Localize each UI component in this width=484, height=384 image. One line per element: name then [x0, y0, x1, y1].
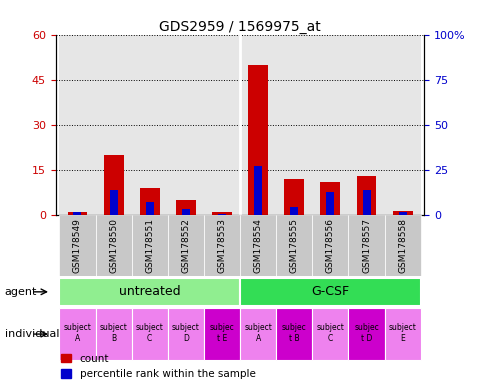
Bar [146, 202, 153, 215]
Bar [276, 308, 312, 360]
Bar [59, 278, 240, 306]
Bar [218, 214, 226, 215]
Bar [167, 308, 203, 360]
Text: GSM178551: GSM178551 [145, 218, 154, 273]
Bar [95, 35, 131, 215]
Text: subject
A: subject A [244, 323, 272, 343]
Bar [312, 308, 348, 360]
Bar [240, 215, 276, 276]
Bar [131, 308, 167, 360]
Text: subject
C: subject C [136, 323, 163, 343]
Bar [203, 308, 240, 360]
Text: GSM178556: GSM178556 [325, 218, 334, 273]
Bar [74, 212, 81, 215]
Bar [59, 308, 95, 360]
Bar [348, 308, 384, 360]
Text: subjec
t D: subjec t D [353, 323, 378, 343]
Bar [384, 215, 420, 276]
Text: GSM178553: GSM178553 [217, 218, 226, 273]
Bar [203, 215, 240, 276]
Bar [276, 215, 312, 276]
Bar [254, 166, 261, 215]
Text: subject
E: subject E [388, 323, 416, 343]
Bar [312, 215, 348, 276]
Text: subject
A: subject A [63, 323, 91, 343]
Text: subject
B: subject B [99, 323, 127, 343]
Text: GSM178552: GSM178552 [181, 218, 190, 273]
Bar [384, 308, 420, 360]
Text: GSM178558: GSM178558 [397, 218, 407, 273]
Bar [131, 215, 167, 276]
Text: untreated: untreated [119, 285, 180, 298]
Text: individual: individual [5, 329, 59, 339]
Bar [362, 190, 370, 215]
Bar [67, 212, 87, 215]
Bar [348, 35, 384, 215]
Bar [109, 190, 117, 215]
Bar [290, 207, 298, 215]
Bar [240, 278, 420, 306]
Bar [240, 35, 276, 215]
Text: subjec
t B: subjec t B [281, 323, 306, 343]
Bar [384, 35, 420, 215]
Text: GSM178554: GSM178554 [253, 218, 262, 273]
Bar [326, 192, 333, 215]
Bar [59, 215, 95, 276]
Bar [348, 215, 384, 276]
Bar [240, 308, 276, 360]
Text: subject
D: subject D [171, 323, 199, 343]
Bar [95, 215, 131, 276]
Text: GSM178557: GSM178557 [362, 218, 370, 273]
Bar [320, 182, 340, 215]
Bar [139, 188, 159, 215]
Bar [95, 308, 131, 360]
Bar [276, 35, 312, 215]
Bar [203, 35, 240, 215]
Bar [312, 35, 348, 215]
Bar [398, 212, 406, 215]
Text: GSM178549: GSM178549 [73, 218, 82, 273]
Bar [176, 200, 196, 215]
Bar [104, 155, 123, 215]
Text: subject
C: subject C [316, 323, 344, 343]
Text: GSM178555: GSM178555 [289, 218, 298, 273]
Bar [131, 35, 167, 215]
Text: agent: agent [5, 287, 37, 297]
Bar [212, 212, 231, 215]
Bar [167, 35, 203, 215]
Bar [59, 35, 95, 215]
Text: GSM178550: GSM178550 [109, 218, 118, 273]
Title: GDS2959 / 1569975_at: GDS2959 / 1569975_at [159, 20, 320, 33]
Legend: count, percentile rank within the sample: count, percentile rank within the sample [61, 354, 255, 379]
Text: subjec
t E: subjec t E [209, 323, 234, 343]
Bar [356, 176, 376, 215]
Bar [284, 179, 303, 215]
Bar [182, 209, 189, 215]
Bar [167, 215, 203, 276]
Text: G-CSF: G-CSF [311, 285, 349, 298]
Bar [248, 65, 268, 215]
Bar [392, 210, 412, 215]
